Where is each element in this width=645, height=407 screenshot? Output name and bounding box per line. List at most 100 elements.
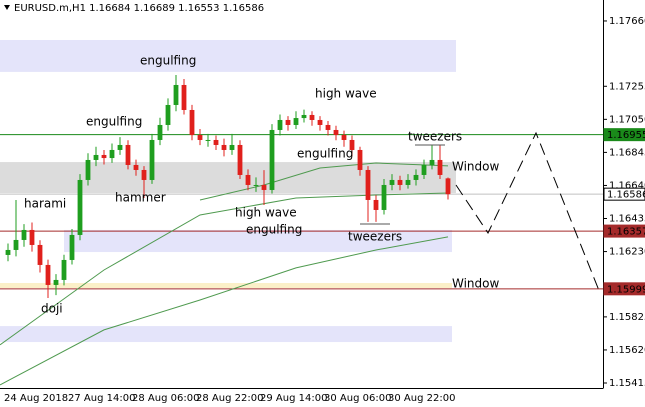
y-tick-label: 1.17050 — [609, 114, 645, 125]
candle-body — [405, 179, 411, 185]
candle-body — [149, 139, 155, 180]
candle-body — [293, 118, 299, 125]
moving-average — [0, 192, 449, 346]
candle-body — [341, 134, 347, 140]
candle-body — [165, 104, 171, 125]
projection-line — [455, 131, 601, 294]
y-tick-label: 1.15825 — [609, 312, 645, 323]
x-tick-label: 30 Aug 06:00 — [324, 393, 391, 404]
annotation: tweezers — [348, 230, 402, 244]
candle-body — [61, 259, 67, 280]
candle-body — [157, 124, 163, 140]
y-tick-label: 1.16435 — [609, 214, 645, 225]
candle-body — [197, 134, 203, 140]
candle-body — [101, 154, 107, 159]
candle-body — [181, 84, 187, 110]
candle-body — [125, 144, 131, 165]
candle-body — [325, 124, 331, 130]
candle-body — [357, 149, 363, 170]
title-icon — [4, 5, 10, 10]
candle-body — [221, 144, 227, 150]
candle-body — [85, 159, 91, 180]
candle-body — [285, 119, 291, 125]
annotation: engulfing — [246, 223, 302, 237]
candle-body — [317, 119, 323, 125]
candle-body — [445, 178, 451, 195]
candle-body — [45, 264, 51, 285]
candle-body — [37, 244, 43, 265]
annotation: doji — [41, 302, 63, 316]
candle-body — [237, 144, 243, 175]
candle-body — [189, 109, 195, 135]
price-label-box — [603, 282, 645, 296]
y-tick-label: 1.15620 — [609, 345, 645, 356]
candle-body — [29, 229, 35, 245]
annotation: engulfing — [140, 54, 196, 68]
x-tick-label: 30 Aug 22:00 — [388, 393, 455, 404]
candle-body — [93, 154, 99, 160]
candle-body — [269, 129, 275, 190]
zone — [64, 229, 452, 253]
candle-body — [109, 149, 115, 159]
zone — [0, 162, 456, 194]
y-tick-label: 1.16640 — [609, 180, 645, 191]
candle-body — [77, 179, 83, 235]
candle-body — [229, 144, 235, 150]
candle-body — [381, 184, 387, 210]
candle-body — [133, 164, 139, 170]
candle-body — [245, 174, 251, 185]
candle-body — [421, 164, 427, 175]
price-label: 1.16357 — [607, 227, 645, 238]
y-tick-label: 1.17255 — [609, 81, 645, 92]
candle-body — [429, 159, 435, 165]
candle-body — [117, 144, 123, 150]
zones — [0, 39, 456, 343]
candle-body — [253, 184, 259, 186]
x-tick-label: 29 Aug 14:00 — [260, 393, 327, 404]
x-tick-label: 24 Aug 2018 — [4, 393, 68, 404]
annotation: engulfing — [297, 147, 353, 161]
zone — [0, 39, 456, 72]
zone — [0, 326, 452, 343]
candle-body — [5, 249, 11, 255]
y-tick-label: 1.16230 — [609, 247, 645, 258]
annotation: hammer — [115, 191, 166, 205]
candle-body — [141, 169, 147, 180]
candle-body — [261, 184, 267, 190]
price-label: 1.15999 — [607, 284, 645, 295]
candle-body — [21, 229, 27, 240]
plot — [0, 74, 603, 386]
candle-body — [397, 179, 403, 185]
candle-body — [349, 139, 355, 150]
y-tick-label: 1.15415 — [609, 378, 645, 389]
x-tick-label: 27 Aug 14:00 — [68, 393, 135, 404]
moving-average — [199, 162, 449, 201]
candle-body — [205, 139, 211, 141]
y-tick-label: 1.16845 — [609, 147, 645, 158]
candle-body — [277, 119, 283, 130]
price-label-box — [603, 224, 645, 238]
price-label: 1.16955 — [607, 130, 645, 141]
candle-body — [437, 159, 443, 175]
candle-body — [309, 114, 315, 120]
annotation: engulfing — [86, 115, 142, 129]
candle-body — [173, 84, 179, 105]
zone — [0, 283, 452, 289]
candle-body — [365, 169, 371, 200]
candle-body — [413, 174, 419, 180]
price-label-box — [603, 187, 645, 201]
moving-average — [0, 236, 449, 386]
candle-body — [53, 279, 59, 285]
chart-title: EURUSD.m,H1 1.16684 1.16689 1.16553 1.16… — [14, 3, 264, 14]
annotation: Window — [452, 160, 500, 174]
candle-body — [13, 239, 19, 250]
candle-body — [373, 199, 379, 210]
x-tick-label: 28 Aug 22:00 — [196, 393, 263, 404]
candle-body — [301, 114, 307, 119]
annotation: high wave — [315, 87, 377, 101]
candle-body — [389, 179, 395, 185]
candle-body — [69, 234, 75, 260]
candle-body — [213, 139, 219, 145]
price-label-box — [603, 128, 645, 142]
